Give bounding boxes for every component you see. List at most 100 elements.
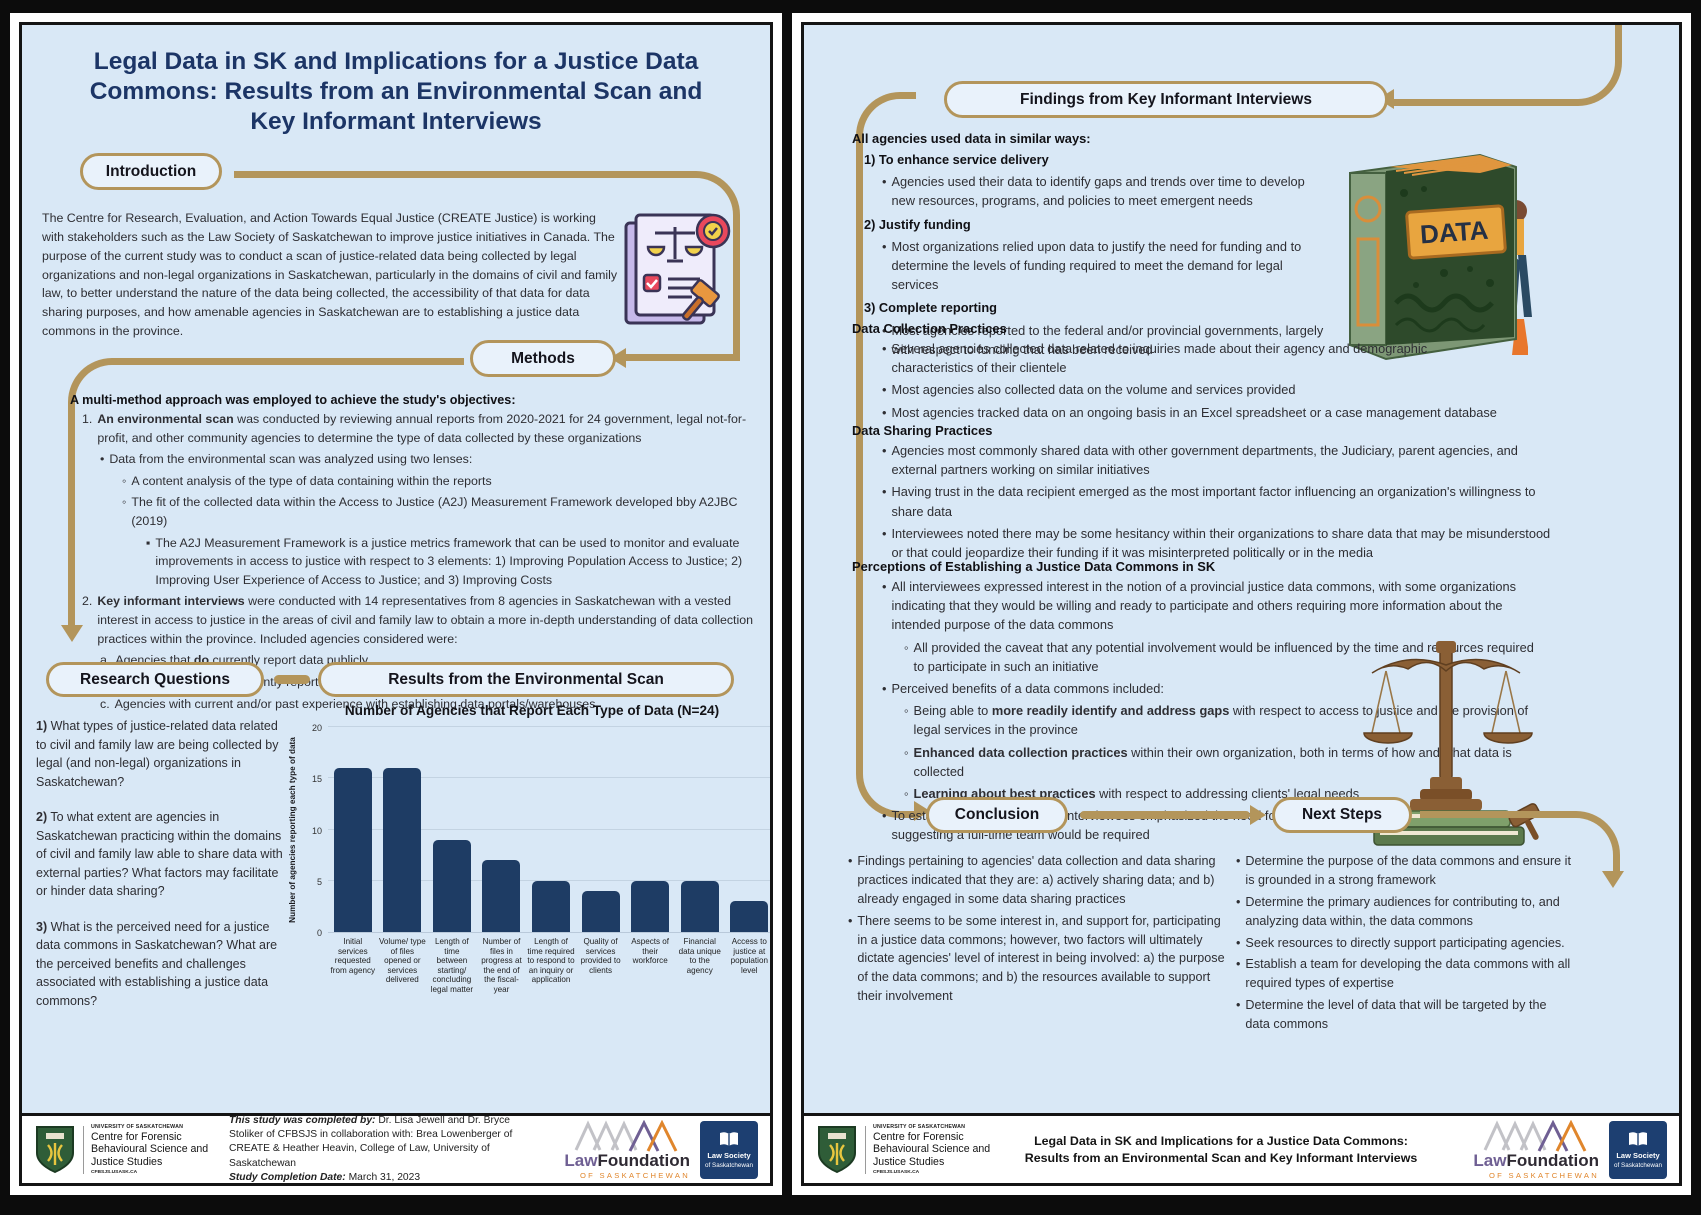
gold-connector-next-steps-hook <box>1420 811 1620 873</box>
bar <box>383 768 422 932</box>
used-data-heading: All agencies used data in similar ways: <box>852 131 1091 146</box>
gold-arrow-right-icon <box>1250 805 1266 825</box>
outline-item: • All interviewees expressed interest in … <box>882 579 1517 633</box>
outline-item: • Most agencies also collected data on th… <box>882 382 1296 398</box>
usask-url: CFBSJS.USASK.CA <box>873 1170 920 1176</box>
x-category-label: Financial data unique to the agency <box>678 937 721 975</box>
x-category-label: Access to justice at population level <box>730 937 768 975</box>
outline-item: • Several agencies collected data related… <box>882 341 1428 376</box>
usask-logo-block: UNIVERSITY OF SASKATCHEWAN Centre for Fo… <box>816 1123 995 1176</box>
document-scales-gavel-icon <box>624 213 731 325</box>
outline-item: • Most agencies reported to the federal a… <box>882 322 1324 357</box>
section-header-introduction: Introduction <box>80 153 222 190</box>
outline-item: • Establish a team for developing the dat… <box>1236 957 1571 991</box>
bar <box>333 768 372 932</box>
poster-page-left: Legal Data in SK and Implications for a … <box>10 13 782 1195</box>
bar <box>432 839 471 932</box>
x-category-label: Aspects of their workforce <box>631 937 670 966</box>
outline-item: • Most organizations relied upon data to … <box>882 238 1302 293</box>
outline-item: ◦ All provided the caveat that any potent… <box>904 639 1534 674</box>
gridline <box>328 777 770 779</box>
y-tick-label: 5 <box>316 876 322 887</box>
y-tick-label: 0 <box>316 928 322 938</box>
x-category-label: Quality of services provided to clients <box>580 937 621 975</box>
x-category-label: Number of files in progress at the end o… <box>481 937 522 994</box>
outline-heading: 1) To enhance service delivery <box>864 152 1049 167</box>
law-foundation-word1: Law <box>564 1150 598 1170</box>
outline-item: • There seems to be some interest in, and… <box>848 913 1225 1004</box>
outline-item: • Determine the primary audiences for con… <box>1236 894 1560 928</box>
law-foundation-word1: Law <box>1473 1150 1507 1170</box>
law-society-line2: of Saskatchewan <box>1614 1161 1662 1169</box>
data-sharing-section: Data Sharing Practices • Agencies most co… <box>852 423 1564 562</box>
usask-eyebrow: UNIVERSITY OF SASKATCHEWAN <box>873 1123 966 1130</box>
outline-item: ◦ Enhanced data collection practices with… <box>904 744 1512 779</box>
outline-item: c. Agencies with current and/or past expe… <box>100 696 596 711</box>
book-cover-label: DATA <box>1419 215 1490 250</box>
perceptions-heading: Perceptions of Establishing a Justice Da… <box>852 559 1216 574</box>
methods-lead: A multi-method approach was employed to … <box>70 393 516 407</box>
used-data-section: All agencies used data in similar ways: … <box>852 131 1330 359</box>
bar-chart: Number of Agencies that Report Each Type… <box>288 703 770 994</box>
y-tick-label: 10 <box>311 825 322 836</box>
data-collection-section: Data Collection Practices • Several agenc… <box>852 321 1500 422</box>
data-sharing-outline: • Agencies most commonly shared data with… <box>852 441 1564 562</box>
chart-plot-area <box>328 726 770 933</box>
section-header-conclusion-label: Conclusion <box>954 806 1040 823</box>
outline-item: • Data from the environmental scan was an… <box>100 452 473 467</box>
law-society-line1: Law Society <box>707 1150 751 1160</box>
outline-item: • Agencies used their data to identify ga… <box>882 174 1305 209</box>
law-society-line1: Law Society <box>1616 1150 1660 1160</box>
introduction-paragraph: The Centre for Research, Evaluation, and… <box>42 211 618 339</box>
gold-connector-intro-methods <box>234 171 740 361</box>
gold-arrow-down-icon <box>61 625 83 642</box>
outline-item: • Agencies most commonly shared data with… <box>882 443 1518 478</box>
law-society-book-icon <box>1629 1131 1647 1146</box>
usask-eyebrow: UNIVERSITY OF SASKATCHEWAN <box>91 1123 184 1130</box>
data-sharing-heading: Data Sharing Practices <box>852 423 993 438</box>
credit-line: This study was completed by: Dr. Lisa Je… <box>229 1115 513 1169</box>
bar <box>532 880 571 932</box>
outline-heading: 2) Justify funding <box>864 216 971 232</box>
usask-name: Centre for Forensic Behavioural Science … <box>91 1130 209 1168</box>
gridline <box>328 828 770 830</box>
outline-item: ◦ The fit of the collected data within th… <box>122 495 738 529</box>
used-data-outline: 1) To enhance service delivery • Agencies … <box>852 150 1330 359</box>
gold-dash-connector <box>274 675 310 684</box>
law-foundation-triangles-icon <box>1483 1119 1587 1152</box>
poster-page-right: Findings from Key Informant Interviews A… <box>792 13 1691 1195</box>
law-society-logo: Law Society of Saskatchewan <box>1609 1120 1667 1179</box>
section-header-findings-label: Findings from Key Informant Interviews <box>1020 90 1312 108</box>
conclusion-block: • Findings pertaining to agencies' data c… <box>836 849 1234 1006</box>
law-society-logo: Law Society of Saskatchewan <box>700 1120 758 1179</box>
x-category-label: Volume/ type of files opened or services… <box>378 937 426 985</box>
footer-right: UNIVERSITY OF SASKATCHEWAN Centre for Fo… <box>804 1113 1679 1183</box>
study-credit: This study was completed by: Dr. Lisa Je… <box>223 1114 528 1183</box>
gold-connector-left-bracket <box>856 92 916 818</box>
gold-connector-methods-bracket <box>68 358 464 626</box>
research-question-1: 1) What types of justice-related data re… <box>36 719 279 789</box>
gridline <box>328 879 770 881</box>
x-category-label: Length of time required to respond to an… <box>527 937 575 985</box>
section-header-next-steps: Next Steps <box>1272 797 1412 833</box>
bar <box>680 880 719 932</box>
research-question-3: 3) What is the perceived need for a just… <box>36 919 278 1008</box>
poster-title: Legal Data in SK and Implications for a … <box>89 48 703 135</box>
outline-item: 2. Key informant interviews were conducte… <box>82 594 754 646</box>
y-tick-label: 20 <box>311 723 322 733</box>
footer-poster-title: Legal Data in SK and Implications for a … <box>1024 1134 1418 1165</box>
section-header-conclusion: Conclusion <box>926 797 1068 833</box>
bar <box>730 901 769 932</box>
outline-item: • Findings pertaining to agencies' data c… <box>848 854 1216 906</box>
x-category-label: Length of time between starting/ conclud… <box>430 937 474 994</box>
law-foundation-logo: LawFoundation OF SASKATCHEWAN <box>538 1119 690 1180</box>
x-category-label: Initial services requested from agency <box>330 937 376 975</box>
outline-item: • Interviewees noted there may be some he… <box>882 525 1551 560</box>
law-foundation-sub: OF SASKATCHEWAN <box>1488 1170 1599 1180</box>
chart-title: Number of Agencies that Report Each Type… <box>344 703 720 718</box>
gridline <box>328 726 770 727</box>
law-foundation-sub: OF SASKATCHEWAN <box>579 1170 690 1180</box>
bar <box>581 891 620 932</box>
chart-y-axis-label: Number of agencies reporting each type o… <box>288 737 297 923</box>
outline-item: 1. An environmental scan was conducted by… <box>82 412 747 445</box>
